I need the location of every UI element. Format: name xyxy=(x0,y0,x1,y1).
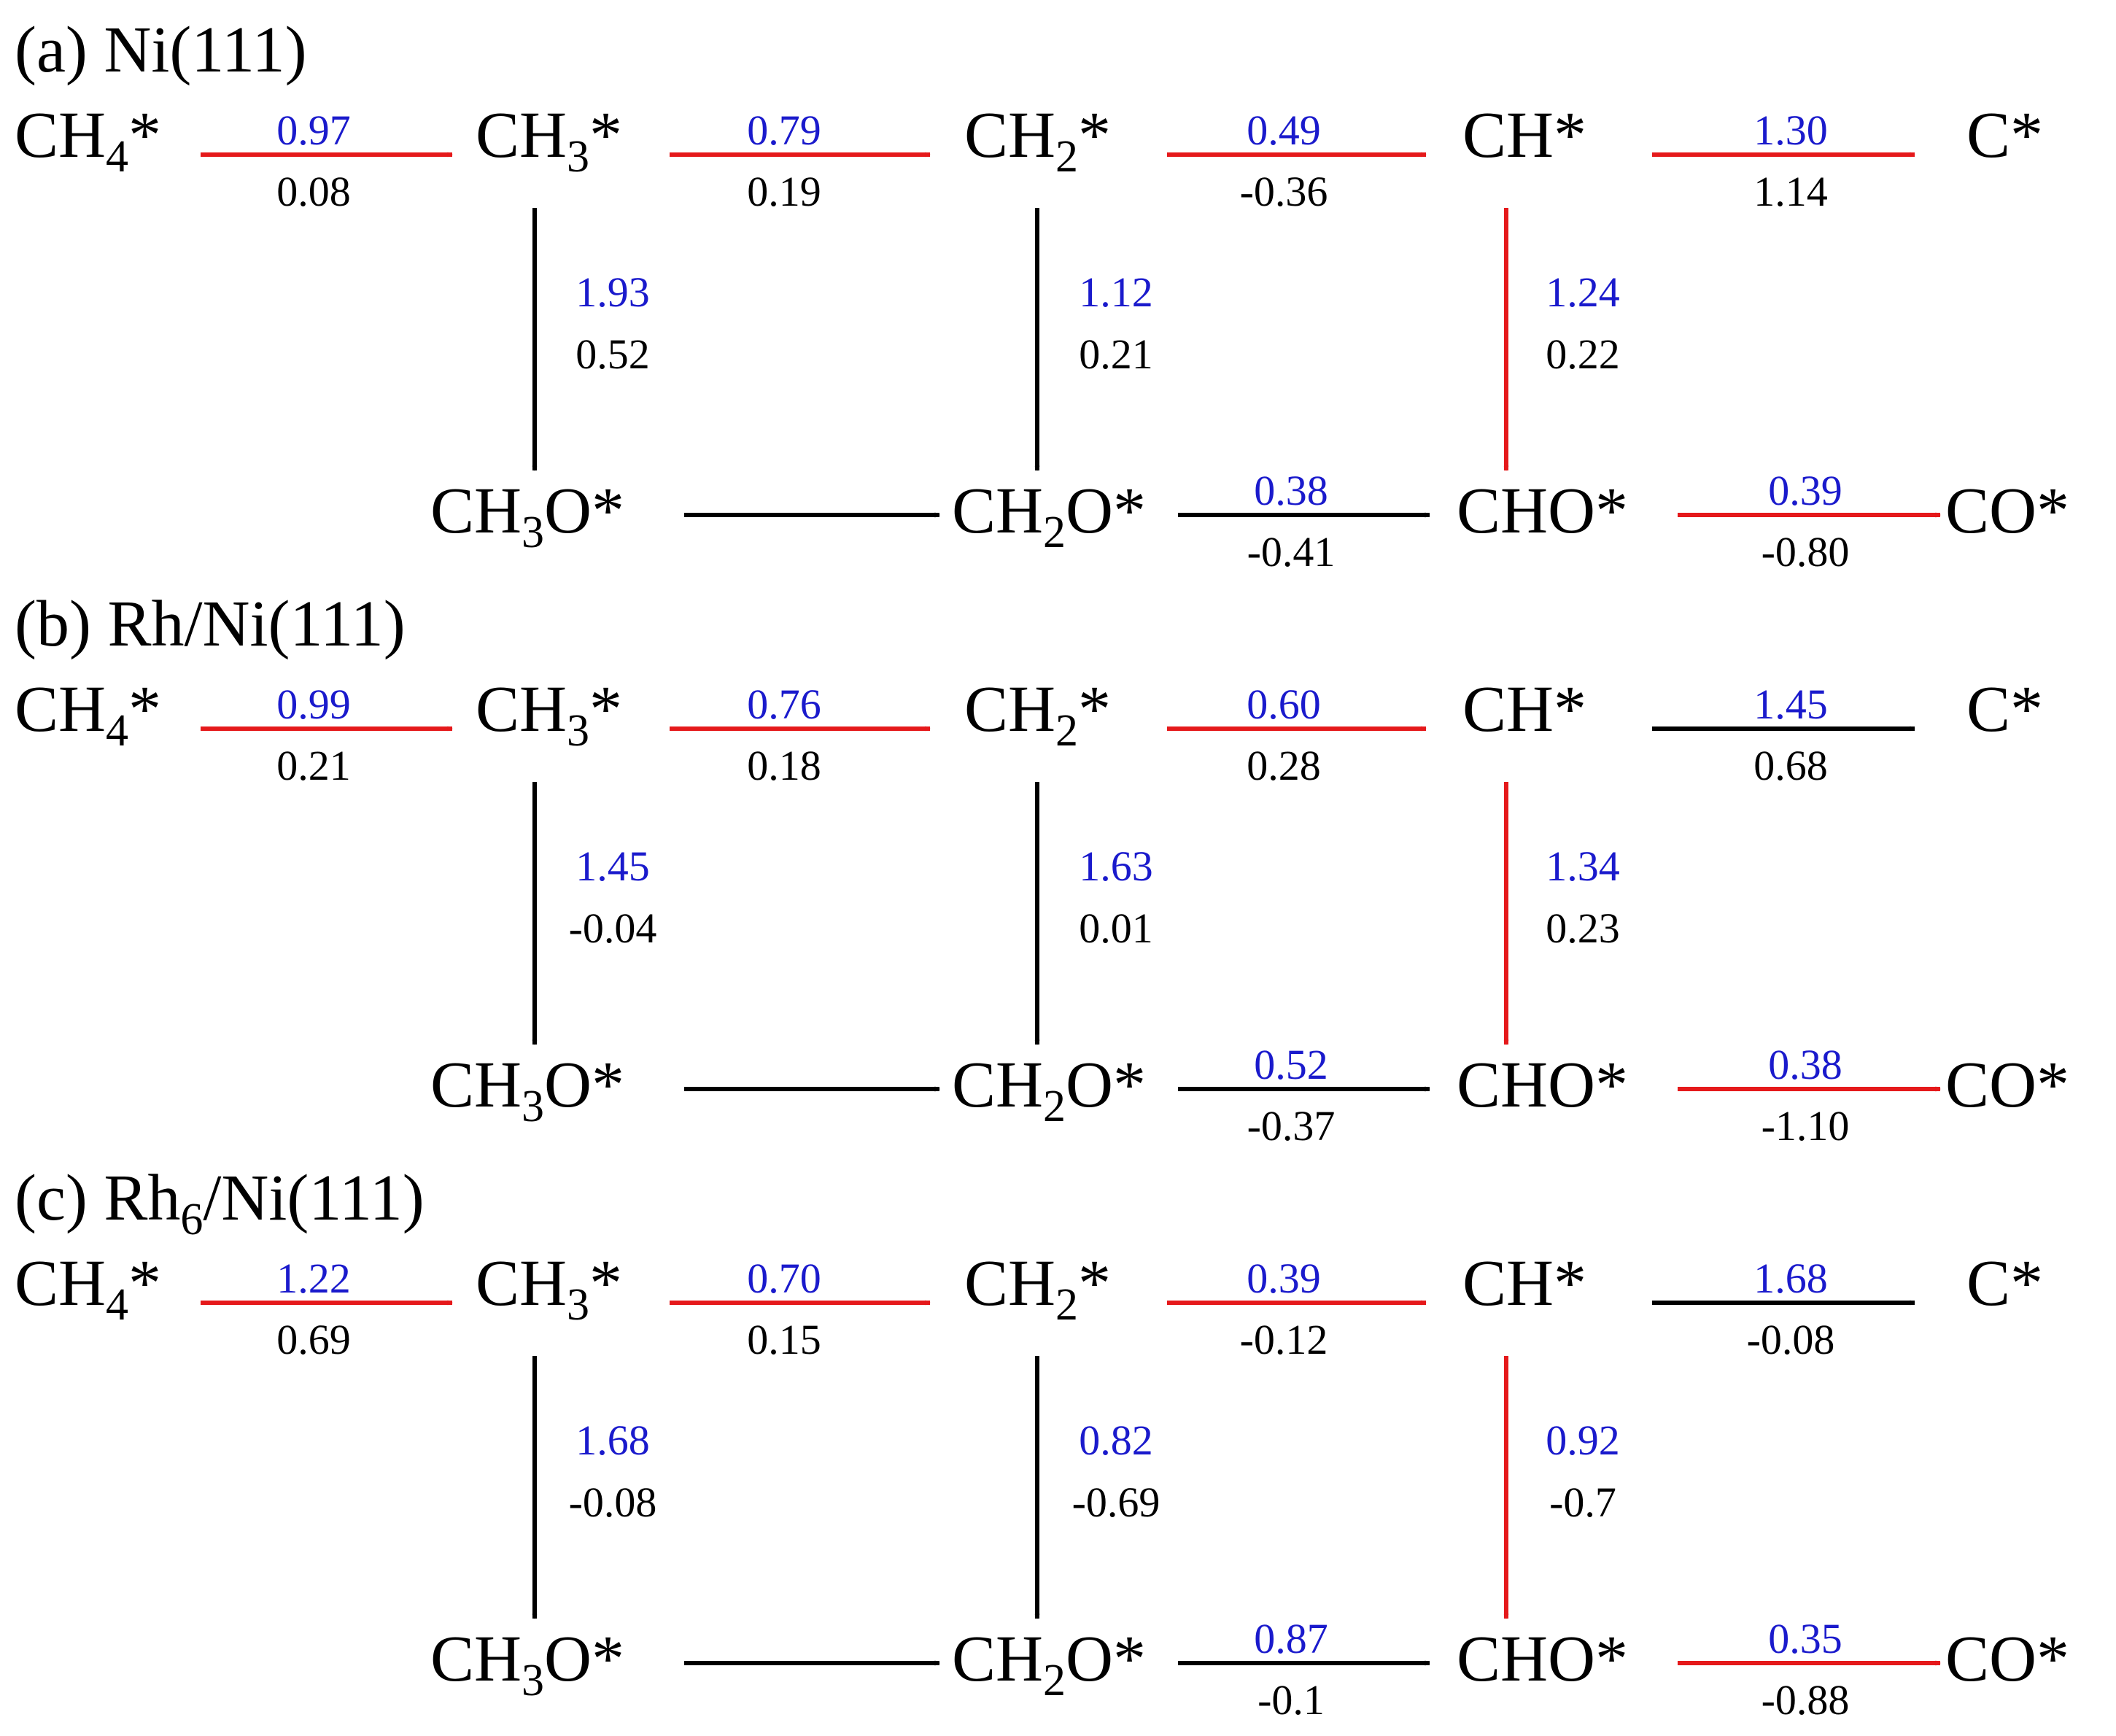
species-ch4: CH4* xyxy=(15,1247,161,1330)
barrier-label: 0.82 xyxy=(1079,1417,1153,1464)
species-cho: CHO* xyxy=(1457,1623,1628,1695)
species-cho: CHO* xyxy=(1457,475,1628,547)
barrier-label: 1.63 xyxy=(1079,842,1153,890)
panel-title: (c) Rh6/Ni(111) xyxy=(15,1162,425,1244)
species-c: C* xyxy=(1966,673,2043,745)
barrier-label: 1.30 xyxy=(1753,106,1828,154)
reaction-energy-label: -0.88 xyxy=(1762,1676,1850,1724)
reaction-energy-label: 0.23 xyxy=(1546,904,1620,952)
reaction-energy-label: -1.10 xyxy=(1762,1102,1850,1150)
species-ch3: CH3* xyxy=(476,1247,622,1330)
barrier-label: 1.34 xyxy=(1546,842,1620,890)
barrier-label: 1.68 xyxy=(1753,1255,1828,1302)
barrier-label: 0.49 xyxy=(1247,106,1321,154)
reaction-energy-label: 0.08 xyxy=(276,168,351,215)
barrier-label: 0.97 xyxy=(276,106,351,154)
species-cho: CHO* xyxy=(1457,1049,1628,1121)
species-ch2o: CH2O* xyxy=(952,1049,1146,1131)
species-ch2o: CH2O* xyxy=(952,475,1146,557)
reaction-energy-label: -0.80 xyxy=(1762,528,1850,576)
reaction-energy-label: 0.19 xyxy=(747,168,821,215)
reaction-energy-label: -0.7 xyxy=(1549,1479,1616,1526)
barrier-label: 0.79 xyxy=(747,106,821,154)
species-c: C* xyxy=(1966,99,2043,171)
barrier-label: 1.93 xyxy=(575,268,650,316)
reaction-energy-label: 1.14 xyxy=(1753,168,1828,215)
barrier-label: 1.45 xyxy=(575,842,650,890)
species-co: CO* xyxy=(1945,1049,2069,1121)
species-ch4: CH4* xyxy=(15,99,161,182)
species-ch2: CH2* xyxy=(964,99,1111,182)
species-ch3: CH3* xyxy=(476,673,622,756)
species-ch: CH* xyxy=(1462,673,1586,745)
reaction-energy-label: -0.1 xyxy=(1257,1676,1325,1724)
reaction-energy-label: 0.52 xyxy=(575,330,650,378)
barrier-label: 1.45 xyxy=(1753,681,1828,728)
barrier-label: 0.39 xyxy=(1768,467,1842,514)
reaction-energy-label: -0.08 xyxy=(569,1479,657,1526)
reaction-energy-label: -0.41 xyxy=(1247,528,1336,576)
panel-b: (b) Rh/Ni(111) CH4* CH3* CH2* CH* C* CH3O* CH2O… xyxy=(15,588,2069,1150)
panel-title: (b) Rh/Ni(111) xyxy=(15,588,406,660)
barrier-label: 0.70 xyxy=(747,1255,821,1302)
barrier-label: 0.60 xyxy=(1247,681,1321,728)
barrier-label: 0.35 xyxy=(1768,1615,1842,1662)
barrier-label: 0.92 xyxy=(1546,1417,1620,1464)
species-ch2: CH2* xyxy=(964,1247,1111,1330)
reaction-energy-label: -0.36 xyxy=(1240,168,1328,215)
barrier-label: 0.76 xyxy=(747,681,821,728)
panel-c: (c) Rh6/Ni(111)CH4* CH3* CH2* CH* C* CH3O* CH2… xyxy=(15,1162,2069,1724)
barrier-label: 1.22 xyxy=(276,1255,351,1302)
species-ch3o: CH3O* xyxy=(430,1049,624,1131)
reaction-energy-label: -0.69 xyxy=(1072,1479,1160,1526)
reaction-energy-label: 0.28 xyxy=(1247,742,1321,789)
species-ch2o: CH2O* xyxy=(952,1623,1146,1705)
barrier-label: 0.99 xyxy=(276,681,351,728)
species-ch: CH* xyxy=(1462,99,1586,171)
reaction-energy-label: -0.12 xyxy=(1240,1316,1328,1363)
barrier-label: 1.12 xyxy=(1079,268,1153,316)
reaction-energy-label: -0.08 xyxy=(1747,1316,1835,1363)
barrier-label: 0.87 xyxy=(1254,1615,1328,1662)
species-ch: CH* xyxy=(1462,1247,1586,1320)
reaction-energy-label: -0.37 xyxy=(1247,1102,1336,1150)
species-ch2: CH2* xyxy=(964,673,1111,756)
reaction-energy-label: 0.01 xyxy=(1079,904,1153,952)
barrier-label: 0.38 xyxy=(1768,1041,1842,1088)
barrier-label: 1.68 xyxy=(575,1417,650,1464)
reaction-energy-label: -0.04 xyxy=(569,904,657,952)
species-co: CO* xyxy=(1945,475,2069,547)
panel-title: (a) Ni(111) xyxy=(15,14,307,86)
species-ch3o: CH3O* xyxy=(430,1623,624,1705)
species-ch4: CH4* xyxy=(15,673,161,756)
reaction-energy-label: 0.69 xyxy=(276,1316,351,1363)
reaction-energy-label: 0.15 xyxy=(747,1316,821,1363)
barrier-label: 0.52 xyxy=(1254,1041,1328,1088)
reaction-energy-label: 0.18 xyxy=(747,742,821,789)
barrier-label: 0.38 xyxy=(1254,467,1328,514)
reaction-energy-label: 0.21 xyxy=(276,742,351,789)
reaction-energy-label: 0.68 xyxy=(1753,742,1828,789)
species-c: C* xyxy=(1966,1247,2043,1320)
panels-layer: (a) Ni(111) CH4* CH3* CH2* CH* C* CH3O* CH2O* CH… xyxy=(15,14,2069,1724)
species-co: CO* xyxy=(1945,1623,2069,1695)
species-ch3: CH3* xyxy=(476,99,622,182)
species-ch3o: CH3O* xyxy=(430,475,624,557)
panel-a: (a) Ni(111) CH4* CH3* CH2* CH* C* CH3O* CH2O* CH… xyxy=(15,14,2069,576)
reaction-energy-label: 0.22 xyxy=(1546,330,1620,378)
reaction-energy-label: 0.21 xyxy=(1079,330,1153,378)
barrier-label: 1.24 xyxy=(1546,268,1620,316)
barrier-label: 0.39 xyxy=(1247,1255,1321,1302)
